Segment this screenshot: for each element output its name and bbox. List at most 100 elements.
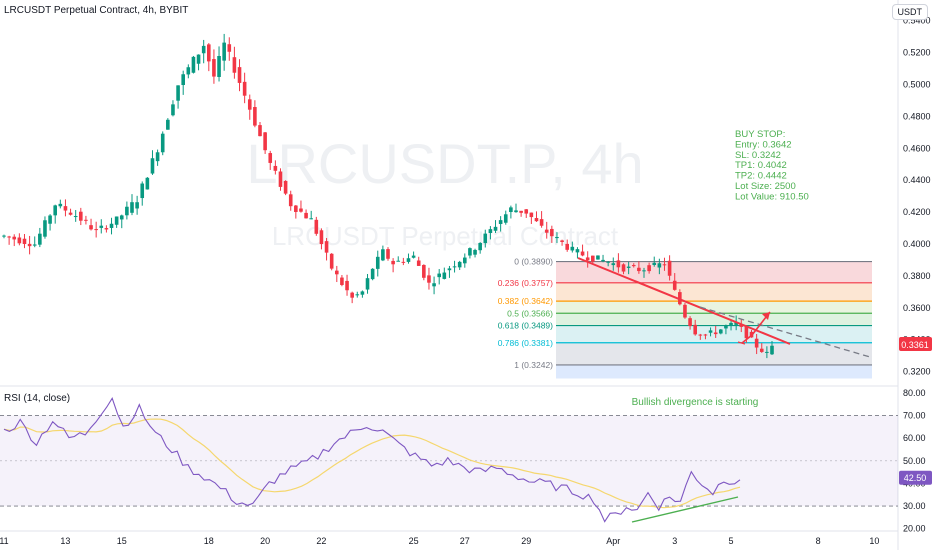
candle bbox=[739, 319, 744, 333]
candle-body bbox=[529, 212, 534, 218]
fib-zone bbox=[556, 301, 872, 314]
candle-body bbox=[171, 104, 175, 116]
trade-note-line: SL: 0.3242 bbox=[735, 150, 781, 161]
price-tick-label: 0.4600 bbox=[903, 143, 931, 153]
candle-body bbox=[99, 225, 104, 228]
candle bbox=[63, 199, 68, 217]
fib-zone bbox=[556, 261, 872, 283]
rsi-line bbox=[3, 397, 741, 523]
candle-body bbox=[422, 264, 426, 278]
rsi-pane: Bullish divergence is starting bbox=[0, 397, 898, 523]
candle bbox=[7, 235, 11, 245]
candle-body bbox=[2, 235, 6, 237]
rsi-tick-label: 20.00 bbox=[903, 524, 926, 534]
candle-body bbox=[176, 85, 180, 101]
trend-drawings[interactable] bbox=[577, 257, 871, 358]
fib-level-label: 0 (0.3890) bbox=[514, 257, 553, 267]
candle-body bbox=[719, 329, 723, 334]
candle bbox=[468, 247, 472, 259]
candle-body bbox=[770, 345, 774, 355]
candle bbox=[294, 204, 298, 219]
candle bbox=[309, 210, 313, 220]
candle bbox=[109, 217, 114, 235]
candle-body bbox=[437, 273, 441, 278]
candle-body bbox=[181, 74, 185, 86]
descending-trendline[interactable] bbox=[577, 257, 791, 345]
divergence-line[interactable] bbox=[631, 496, 739, 523]
rsi-tick-label: 50.00 bbox=[903, 456, 926, 466]
candle-body bbox=[355, 294, 360, 296]
candle-body bbox=[396, 260, 401, 262]
candle-body bbox=[534, 218, 539, 222]
chart-title[interactable]: LRCUSDT Perpetual Contract, 4h, BYBIT bbox=[4, 5, 189, 16]
candle bbox=[273, 160, 278, 175]
time-tick-label: 25 bbox=[409, 536, 419, 546]
time-tick-label: 22 bbox=[316, 536, 326, 546]
candle-body bbox=[565, 243, 569, 250]
candle-body bbox=[759, 348, 764, 352]
time-tick-label: 20 bbox=[260, 536, 270, 546]
candle bbox=[621, 263, 626, 275]
candle bbox=[550, 225, 554, 243]
candle bbox=[232, 46, 237, 79]
candle bbox=[196, 54, 201, 71]
candle bbox=[662, 257, 667, 271]
time-tick-label: 15 bbox=[117, 536, 127, 546]
candle bbox=[447, 265, 452, 278]
candle-body bbox=[729, 322, 733, 326]
currency-button[interactable]: USDT bbox=[891, 4, 928, 20]
candle bbox=[84, 215, 88, 225]
candle-body bbox=[135, 202, 139, 209]
candle-body bbox=[724, 325, 728, 329]
candle bbox=[207, 43, 211, 72]
rsi-title[interactable]: RSI (14, close) bbox=[4, 393, 71, 404]
candle bbox=[637, 261, 641, 274]
candle bbox=[130, 194, 134, 216]
time-tick-label: Apr bbox=[606, 536, 620, 546]
projection-arrow[interactable] bbox=[741, 311, 771, 344]
candle-body bbox=[17, 237, 22, 244]
candle bbox=[688, 316, 692, 330]
candle-body bbox=[370, 268, 375, 280]
candle bbox=[155, 149, 160, 166]
candle-body bbox=[196, 54, 201, 64]
candle-body bbox=[703, 334, 708, 336]
candle-body bbox=[299, 208, 303, 212]
candle-body bbox=[616, 260, 621, 268]
rsi-band bbox=[0, 415, 898, 507]
candle bbox=[396, 256, 401, 262]
candle-body bbox=[288, 194, 293, 207]
candle bbox=[765, 346, 769, 359]
candle-body bbox=[442, 272, 447, 279]
candle bbox=[601, 254, 605, 263]
rsi-value-badge bbox=[899, 470, 932, 485]
time-axis[interactable]: 11 13 15 18 20 22 25 27 29 Apr 3 5 8 10 bbox=[0, 536, 879, 546]
candle-body bbox=[672, 280, 677, 290]
candle-body bbox=[94, 229, 98, 231]
current-price-label: 0.3361 bbox=[901, 340, 929, 350]
price-tick-label: 0.4000 bbox=[903, 239, 931, 249]
fib-retracement[interactable]: 0 (0.3890) 0.236 (0.3757) 0.382 (0.3642) 0.… bbox=[498, 257, 872, 379]
candle bbox=[99, 219, 104, 234]
candle bbox=[201, 39, 206, 64]
candle-body bbox=[611, 263, 616, 266]
candle bbox=[140, 181, 145, 206]
candle-body bbox=[601, 259, 605, 262]
price-tick-label: 0.4200 bbox=[903, 207, 931, 217]
candle-body bbox=[662, 264, 667, 266]
price-tick-label: 0.4400 bbox=[903, 175, 931, 185]
trade-note-line: Entry: 0.3642 bbox=[735, 139, 792, 150]
fib-zone bbox=[556, 325, 872, 343]
candle-body bbox=[145, 177, 150, 190]
candle-body bbox=[503, 214, 508, 223]
fib-level-label: 0.618 (0.3489) bbox=[498, 321, 553, 331]
fib-level-label: 0.786 (0.3381) bbox=[498, 338, 553, 348]
candle bbox=[381, 245, 385, 262]
candle-body bbox=[222, 42, 226, 61]
candle-body bbox=[350, 292, 354, 298]
candle bbox=[678, 289, 682, 306]
candle-body bbox=[575, 249, 580, 253]
price-tick-label: 0.5200 bbox=[903, 48, 931, 58]
